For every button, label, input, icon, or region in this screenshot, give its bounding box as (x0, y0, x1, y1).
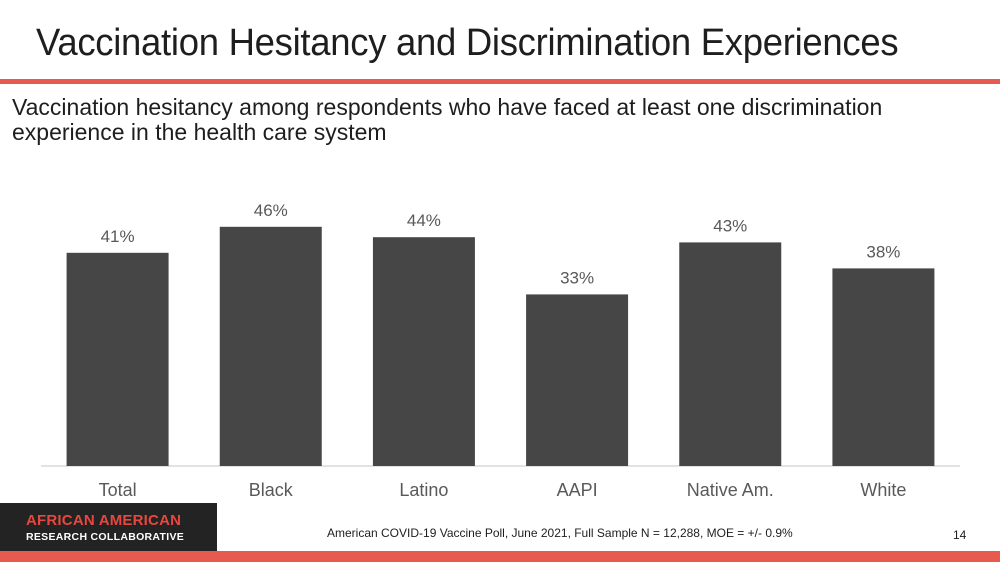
slide-title: Vaccination Hesitancy and Discrimination… (36, 22, 899, 64)
value-label: 43% (713, 216, 747, 235)
bar-native-am (679, 242, 782, 466)
chart-subtitle: Vaccination hesitancy among respondents … (12, 94, 883, 145)
category-label: AAPI (557, 480, 598, 500)
value-label: 38% (866, 242, 900, 261)
category-label: White (860, 480, 906, 500)
title-divider (0, 79, 1000, 84)
value-label: 46% (254, 201, 288, 220)
category-label: Total (99, 480, 137, 500)
value-label: 44% (407, 211, 441, 230)
footer-accent-bar (0, 551, 1000, 562)
page-number: 14 (953, 528, 967, 542)
value-label: 33% (560, 268, 594, 287)
category-label: Latino (399, 480, 448, 500)
organization-logo: AFRICAN AMERICAN RESEARCH COLLABORATIVE (0, 503, 217, 551)
bar-white (832, 268, 935, 466)
bar-aapi (526, 294, 629, 466)
logo-text-primary: AFRICAN AMERICAN (26, 512, 182, 529)
bar-black (219, 226, 322, 466)
category-label: Black (249, 480, 294, 500)
category-label: Native Am. (687, 480, 774, 500)
bar-total (66, 252, 169, 466)
logo-text-secondary: RESEARCH COLLABORATIVE (26, 531, 185, 543)
source-note: American COVID-19 Vaccine Poll, June 202… (327, 526, 793, 540)
value-label: 41% (101, 227, 135, 246)
bar-latino (372, 237, 475, 466)
